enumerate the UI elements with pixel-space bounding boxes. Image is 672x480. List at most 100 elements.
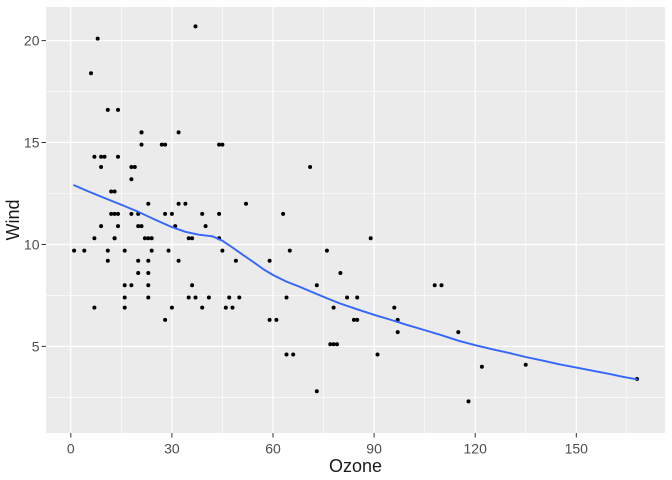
data-point (159, 142, 164, 147)
x-tick-label: 30 (164, 441, 180, 457)
data-point (351, 317, 356, 322)
data-point (99, 224, 104, 229)
x-tick-label: 60 (265, 441, 281, 457)
data-point (105, 107, 110, 112)
panel-layer (46, 7, 666, 433)
data-point (368, 236, 373, 241)
smooth-line (73, 184, 638, 381)
data-point (217, 211, 222, 216)
data-point (244, 201, 248, 206)
data-point (89, 71, 93, 76)
data-point (176, 258, 181, 263)
data-point (479, 364, 484, 369)
data-point (116, 224, 120, 229)
x-tick-label: 0 (67, 441, 75, 457)
data-point (136, 271, 141, 275)
data-point (105, 258, 110, 263)
data-point (105, 248, 110, 253)
data-point (149, 236, 154, 241)
data-point (331, 342, 336, 347)
data-point (82, 248, 87, 253)
data-point (146, 283, 151, 288)
data-point (345, 295, 350, 300)
data-point (146, 271, 151, 275)
data-point (132, 165, 137, 169)
data-point (193, 295, 198, 300)
data-point (72, 248, 77, 253)
data-point (200, 211, 205, 216)
data-point (112, 189, 117, 194)
data-point (375, 352, 380, 357)
data-point (466, 399, 471, 404)
data-point (284, 295, 289, 300)
data-point (129, 165, 134, 169)
data-point (146, 295, 151, 300)
data-point (129, 211, 134, 216)
data-point (102, 154, 107, 159)
data-point (112, 211, 117, 216)
data-point (338, 271, 343, 275)
y-tick-label: 15 (24, 135, 40, 151)
data-point (193, 24, 198, 29)
y-tick-label: 10 (24, 237, 40, 253)
major-gridlines-layer (46, 7, 666, 433)
smooth-line-layer (73, 184, 638, 381)
data-point (92, 305, 97, 310)
data-point (163, 211, 168, 216)
data-point (112, 236, 117, 241)
x-axis-title: Ozone (329, 456, 382, 476)
data-point (200, 305, 205, 310)
data-point (163, 317, 168, 322)
plot-panel (46, 7, 666, 433)
data-point (355, 295, 360, 300)
data-point (392, 305, 397, 310)
data-point (129, 177, 134, 182)
data-point (149, 248, 154, 253)
data-point (136, 224, 141, 229)
data-point (287, 248, 292, 253)
data-point (439, 283, 444, 288)
data-point (267, 317, 272, 322)
data-point (335, 342, 339, 347)
data-point (274, 317, 279, 322)
data-point (142, 236, 147, 241)
data-point (116, 107, 120, 112)
data-point (203, 224, 208, 229)
data-point (166, 248, 171, 253)
data-point (230, 305, 235, 310)
data-point (314, 389, 319, 394)
data-point (146, 258, 151, 263)
data-point (139, 130, 144, 135)
data-point (169, 211, 174, 216)
data-point (139, 142, 144, 147)
data-point (116, 211, 120, 216)
data-point (190, 283, 195, 288)
data-point (267, 258, 272, 263)
y-tick-label: 5 (32, 338, 40, 354)
data-point (324, 248, 329, 253)
data-point (291, 352, 296, 357)
data-point (284, 352, 289, 357)
data-point (314, 283, 319, 288)
data-point (169, 305, 174, 310)
data-point (129, 283, 134, 288)
data-point (146, 201, 151, 206)
data-point (146, 236, 151, 241)
data-point (95, 36, 100, 41)
data-point (432, 283, 437, 288)
data-point (122, 283, 127, 288)
data-point (523, 362, 528, 367)
data-point (217, 142, 222, 147)
data-point (281, 211, 286, 216)
data-point (220, 142, 225, 147)
data-point (331, 305, 336, 310)
data-point (220, 248, 225, 253)
data-point (122, 305, 127, 310)
data-point (136, 258, 141, 263)
data-point (395, 330, 400, 335)
data-point (99, 165, 104, 169)
data-point (109, 189, 114, 194)
data-point (227, 295, 232, 300)
